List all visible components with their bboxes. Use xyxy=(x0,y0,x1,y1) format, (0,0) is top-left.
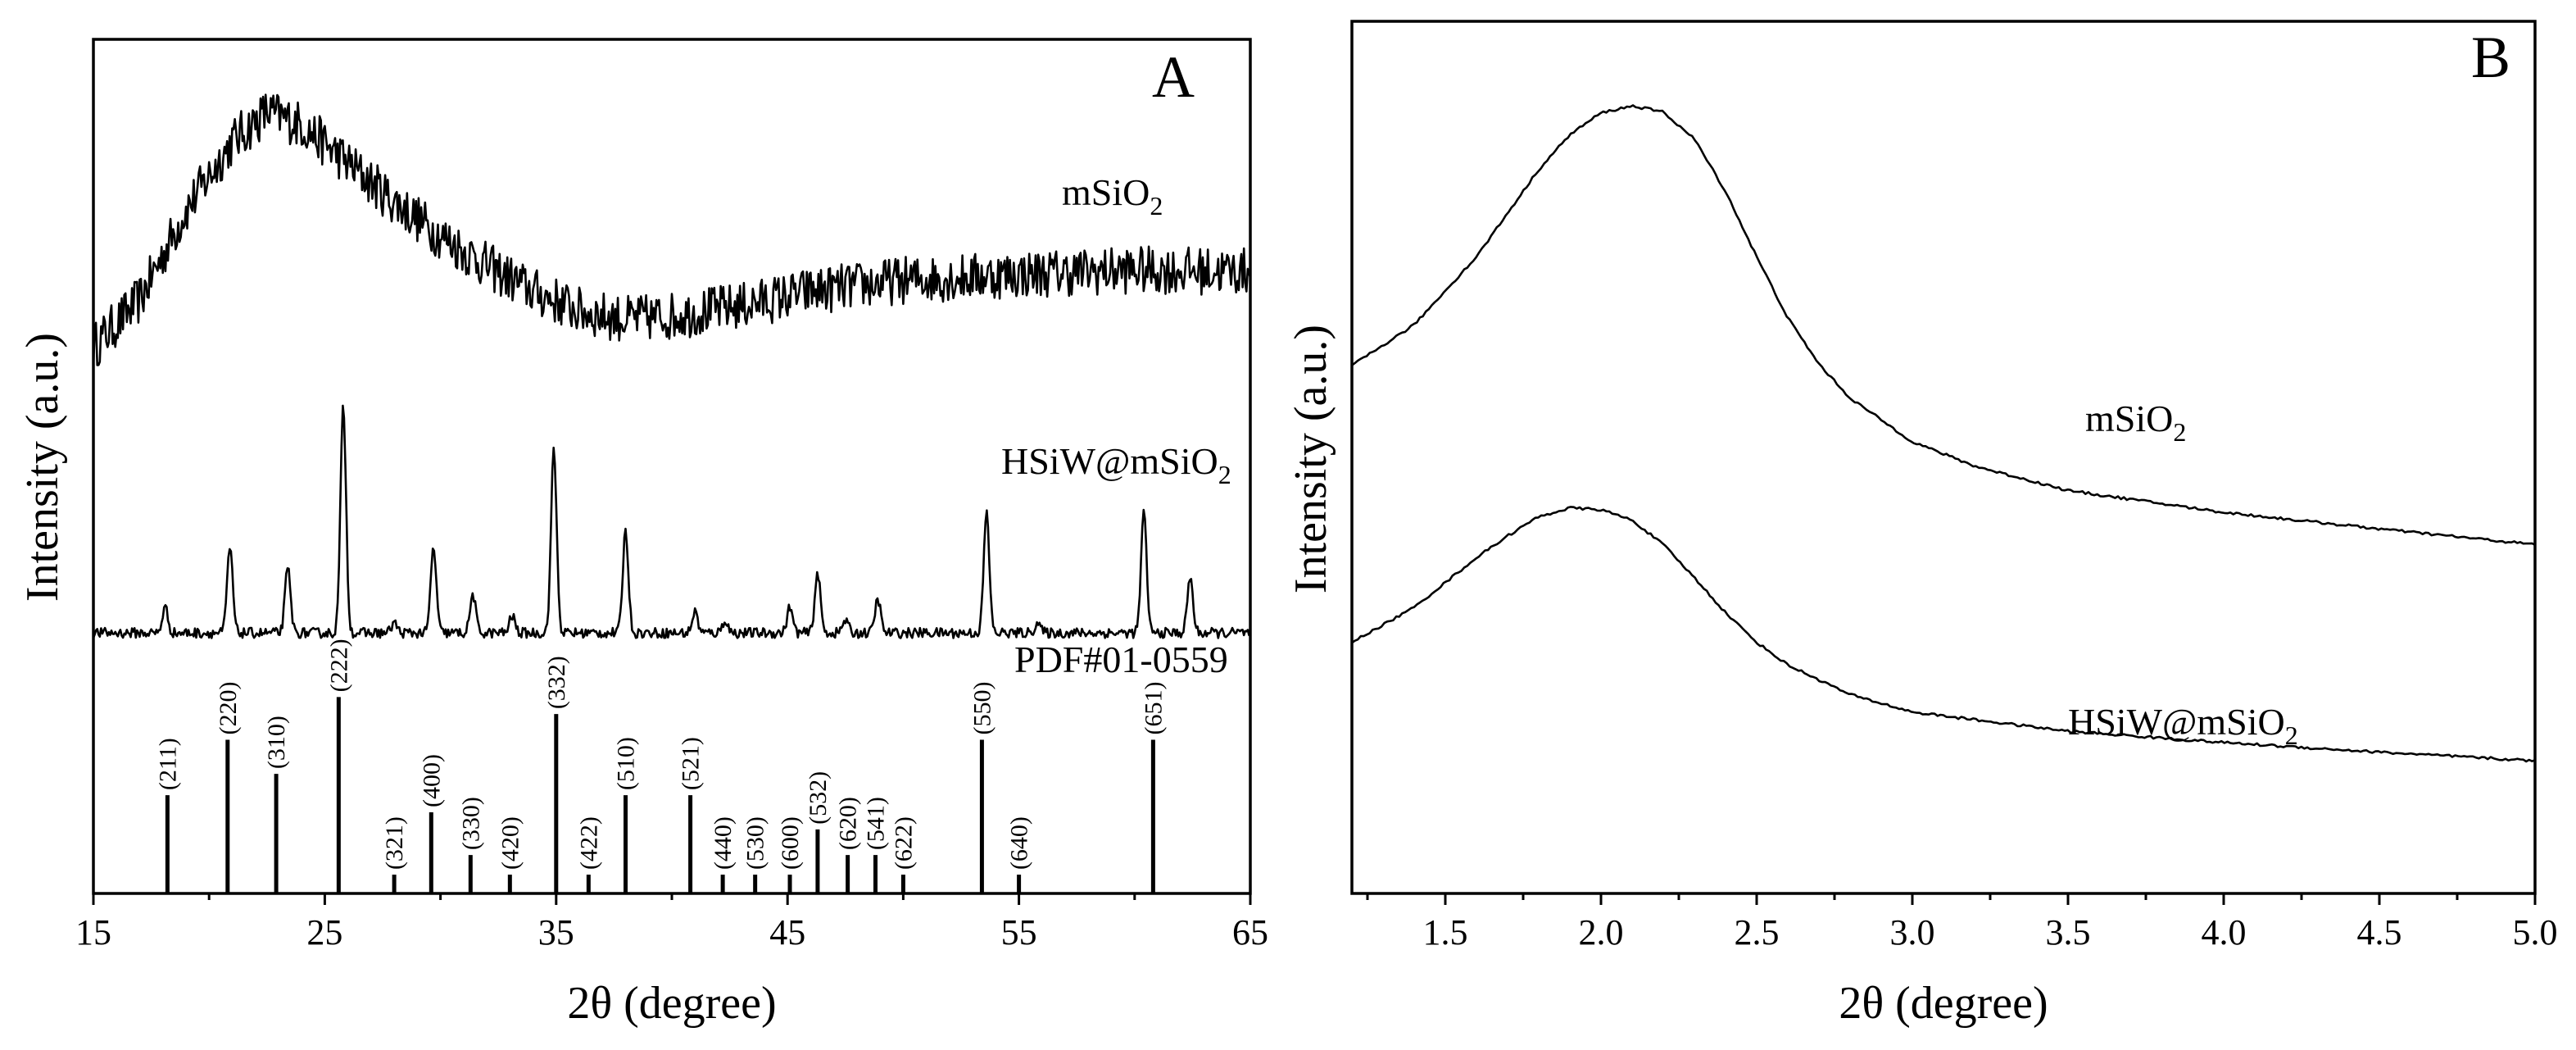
reference-stick-hkl-label: (651) xyxy=(1140,681,1167,734)
panel-b-letter: B xyxy=(2471,25,2510,90)
series-label-msio2-b: mSiO2 xyxy=(2085,398,2186,447)
panel-a-y-axis-label: Intensity (a.u.) xyxy=(17,333,68,602)
series-label-msio2-b-subscript: 2 xyxy=(2173,417,2186,447)
panel-a-x-tick-label: 45 xyxy=(769,912,805,952)
panel-a-x-tick-label: 25 xyxy=(306,912,342,952)
reference-stick-hkl-label: (222) xyxy=(325,639,352,692)
panel-b-x-tick-label: 1.5 xyxy=(1423,912,1468,952)
series-label-hsiw-a: HSiW@mSiO2 xyxy=(1001,440,1231,489)
reference-stick-hkl-label: (640) xyxy=(1006,816,1033,870)
panel-a-reference-sticks: (211) (220) (310) (222) (321) (400) (330) (420)… xyxy=(154,639,1167,893)
panel-b-y-axis-label: Intensity (a.u.) xyxy=(1286,325,1336,593)
panel-b-x-ticks: 1.5 2.0 2.5 3.0 3.5 4.0 4.5 5.0 xyxy=(1366,893,2558,952)
reference-stick-hkl-label: (622) xyxy=(890,816,917,870)
panel-a-x-tick-label: 55 xyxy=(1001,912,1037,952)
reference-stick-hkl-label: (220) xyxy=(215,681,242,734)
panel-b-traces xyxy=(1350,104,2537,763)
reference-stick-hkl-label: (620) xyxy=(835,797,862,850)
series-label-msio2-b-main: mSiO xyxy=(2085,398,2173,439)
panel-a-x-axis-label: 2θ (degree) xyxy=(567,978,776,1029)
reference-stick-hkl-label: (332) xyxy=(543,656,570,709)
reference-stick-hkl-label: (530) xyxy=(742,816,769,870)
series-label-msio2-a: mSiO2 xyxy=(1062,171,1163,220)
reference-stick-hkl-label: (330) xyxy=(457,797,484,850)
reference-stick-hkl-label: (422) xyxy=(575,816,602,870)
panel-b-x-tick-label: 4.5 xyxy=(2357,912,2402,952)
reference-stick-hkl-label: (541) xyxy=(863,797,890,850)
panel-a-x-tick-label: 35 xyxy=(538,912,574,952)
series-label-hsiw-b-main: HSiW@mSiO xyxy=(2068,701,2285,743)
reference-stick-hkl-label: (211) xyxy=(154,738,181,790)
series-label-hsiw-a-subscript: 2 xyxy=(1218,460,1231,489)
reference-stick-hkl-label: (400) xyxy=(418,754,445,807)
panel-b-x-tick-label: 2.0 xyxy=(1579,912,1624,952)
series-line-hsiw-msio2-a xyxy=(92,404,1252,639)
panel-a-letter: A xyxy=(1152,44,1195,110)
panel-b: 1.5 2.0 2.5 3.0 3.5 4.0 4.5 5.0 B mSiO2 HSiW@mS… xyxy=(1286,20,2558,1029)
panel-a-traces xyxy=(92,93,1252,639)
series-line-hsiw-msio2-b xyxy=(1350,506,2537,763)
panel-a-x-ticks: 15 25 35 45 55 65 xyxy=(75,893,1268,952)
reference-stick-hkl-label: (321) xyxy=(381,816,408,870)
series-label-msio2-a-subscript: 2 xyxy=(1150,191,1163,220)
series-line-msio2-b xyxy=(1350,104,2537,547)
reference-stick-hkl-label: (420) xyxy=(497,816,524,870)
panel-b-x-tick-label: 4.0 xyxy=(2202,912,2247,952)
panel-b-plot-frame xyxy=(1350,20,2537,895)
reference-stick-hkl-label: (532) xyxy=(805,771,832,825)
panel-a-x-tick-label: 15 xyxy=(75,912,111,952)
reference-stick-hkl-label: (550) xyxy=(968,681,995,734)
reference-stick-hkl-label: (310) xyxy=(263,716,290,769)
series-label-hsiw-a-main: HSiW@mSiO xyxy=(1001,440,1218,482)
reference-stick-hkl-label: (600) xyxy=(777,816,804,870)
series-label-msio2-a-main: mSiO xyxy=(1062,171,1150,213)
series-label-hsiw-b-subscript: 2 xyxy=(2285,720,2298,750)
panel-b-x-tick-label: 2.5 xyxy=(1735,912,1780,952)
panel-a: (211) (220) (310) (222) (321) (400) (330) (420)… xyxy=(17,38,1268,1029)
reference-stick-hkl-label: (521) xyxy=(678,737,705,790)
series-line-msio2-a xyxy=(92,93,1252,367)
series-label-hsiw-b: HSiW@mSiO2 xyxy=(2068,701,2298,750)
panel-b-x-tick-label: 3.5 xyxy=(2046,912,2091,952)
reference-stick-hkl-label: (440) xyxy=(710,816,737,870)
panel-a-x-tick-label: 65 xyxy=(1232,912,1268,952)
reference-label-pdf: PDF#01-0559 xyxy=(1014,639,1228,680)
panel-b-x-tick-label: 5.0 xyxy=(2513,912,2558,952)
panel-b-x-tick-label: 3.0 xyxy=(1890,912,1935,952)
panel-b-x-axis-label: 2θ (degree) xyxy=(1839,978,2048,1029)
reference-stick-hkl-label: (510) xyxy=(613,737,640,790)
